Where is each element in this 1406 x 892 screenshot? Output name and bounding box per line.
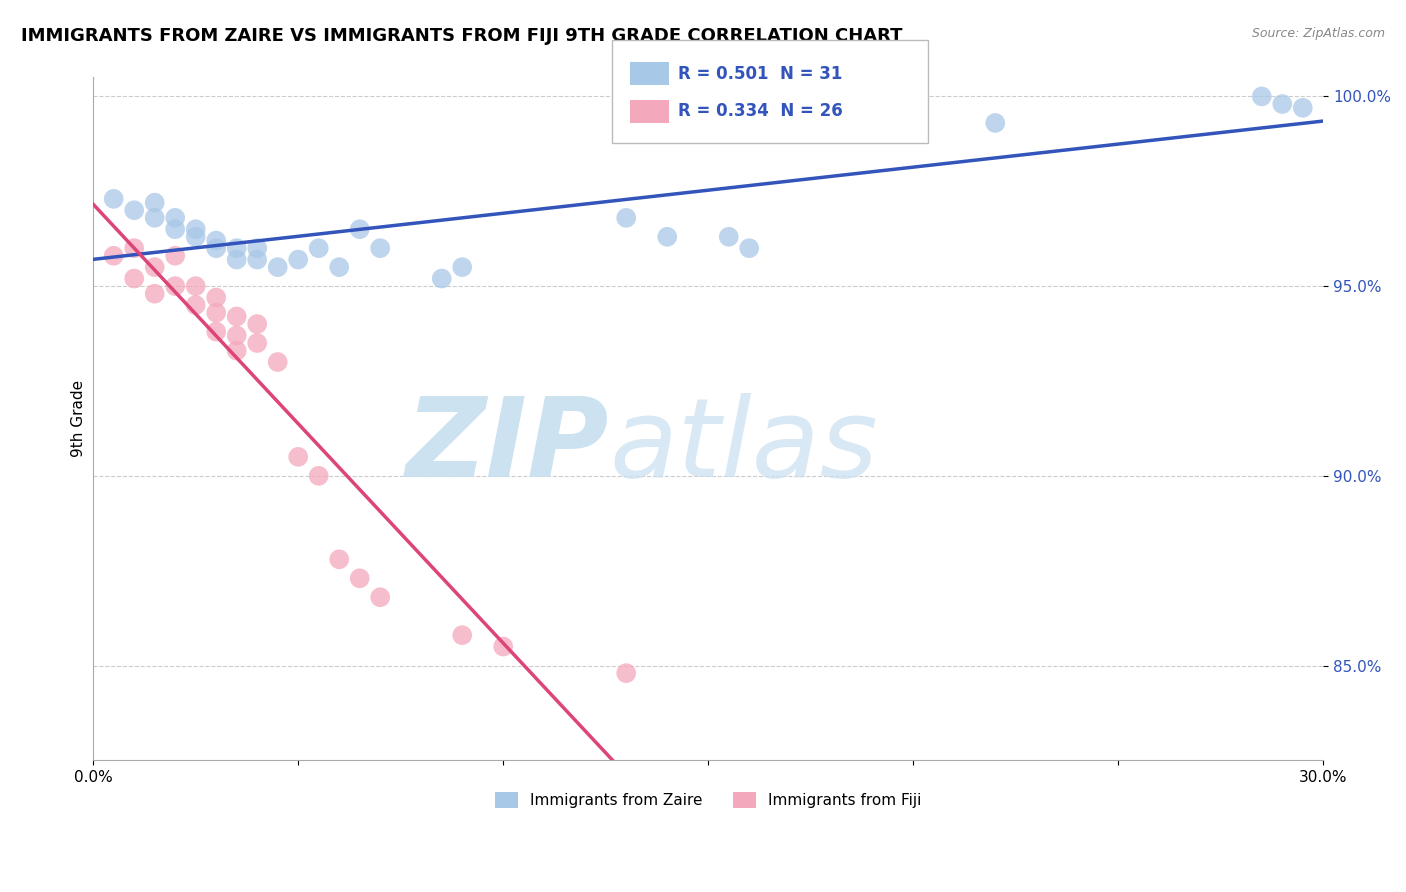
Point: [165, 222, 187, 236]
Point: [205, 241, 228, 255]
Point: [165, 211, 187, 225]
Point: [165, 279, 187, 293]
Point: [1271, 97, 1294, 112]
Point: [451, 260, 474, 274]
Point: [103, 249, 125, 263]
Point: [184, 222, 207, 236]
Point: [225, 310, 247, 324]
Point: [492, 640, 515, 654]
Point: [143, 211, 166, 225]
Point: [308, 241, 330, 255]
Point: [122, 203, 145, 218]
Point: [308, 468, 330, 483]
Point: [184, 298, 207, 312]
Text: IMMIGRANTS FROM ZAIRE VS IMMIGRANTS FROM FIJI 9TH GRADE CORRELATION CHART: IMMIGRANTS FROM ZAIRE VS IMMIGRANTS FROM…: [21, 27, 903, 45]
Point: [1250, 89, 1272, 103]
Text: R = 0.501  N = 31: R = 0.501 N = 31: [678, 65, 842, 83]
Point: [205, 234, 228, 248]
Point: [451, 628, 474, 642]
Point: [246, 252, 269, 267]
Point: [143, 260, 166, 274]
Point: [205, 306, 228, 320]
Point: [143, 286, 166, 301]
Y-axis label: 9th Grade: 9th Grade: [72, 380, 86, 458]
Point: [287, 252, 309, 267]
Point: [165, 249, 187, 263]
Point: [328, 260, 350, 274]
Point: [246, 317, 269, 331]
Point: [779, 101, 801, 115]
Point: [246, 241, 269, 255]
Point: [184, 229, 207, 244]
Point: [184, 279, 207, 293]
Point: [267, 260, 290, 274]
Text: ZIP: ZIP: [406, 392, 610, 500]
Point: [122, 271, 145, 285]
Point: [143, 195, 166, 210]
Point: [614, 211, 637, 225]
Point: [225, 252, 247, 267]
Point: [122, 241, 145, 255]
Point: [368, 241, 391, 255]
Legend: Immigrants from Zaire, Immigrants from Fiji: Immigrants from Zaire, Immigrants from F…: [489, 786, 928, 814]
Point: [614, 666, 637, 681]
Point: [349, 571, 371, 585]
Text: atlas: atlas: [610, 392, 879, 500]
Point: [246, 336, 269, 351]
Point: [328, 552, 350, 566]
Point: [1292, 101, 1315, 115]
Point: [225, 241, 247, 255]
Point: [717, 229, 740, 244]
Point: [103, 192, 125, 206]
Point: [267, 355, 290, 369]
Text: R = 0.334  N = 26: R = 0.334 N = 26: [678, 103, 842, 120]
Point: [287, 450, 309, 464]
Point: [738, 241, 761, 255]
Point: [205, 325, 228, 339]
Point: [205, 291, 228, 305]
Text: Source: ZipAtlas.com: Source: ZipAtlas.com: [1251, 27, 1385, 40]
Point: [368, 591, 391, 605]
Point: [349, 222, 371, 236]
Point: [657, 229, 679, 244]
Point: [430, 271, 453, 285]
Point: [225, 343, 247, 358]
Point: [984, 116, 1007, 130]
Point: [225, 328, 247, 343]
